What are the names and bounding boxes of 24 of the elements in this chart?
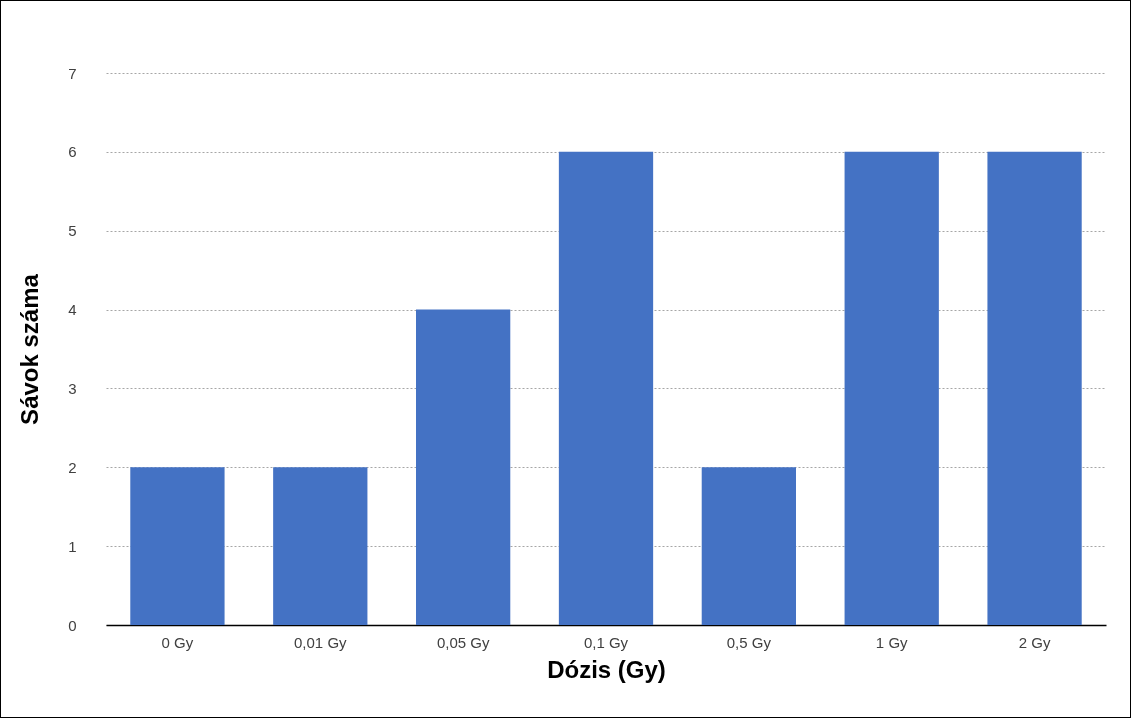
y-tick-label: 1: [68, 537, 77, 555]
x-tick-label: 0,05 Gy: [436, 633, 490, 651]
bar: [844, 151, 939, 625]
x-tick-label: 0,5 Gy: [726, 633, 772, 651]
y-tick-label: 0: [68, 616, 77, 634]
bar: [701, 467, 796, 625]
x-tick-label: 1 Gy: [875, 633, 909, 651]
x-tick-label: 0,01 Gy: [294, 633, 348, 651]
y-tick-label: 3: [68, 379, 77, 397]
x-tick-label: 0 Gy: [161, 633, 194, 651]
bar: [130, 467, 225, 625]
bar: [558, 151, 654, 625]
x-axis-title: Dózis (Gy): [547, 655, 666, 683]
y-axis-title: Sávok száma: [16, 273, 44, 425]
y-tick-label: 4: [68, 301, 77, 319]
y-tick-label: 5: [68, 222, 77, 240]
bar: [416, 309, 511, 625]
y-tick-label: 2: [68, 458, 77, 476]
y-tick-label: 7: [68, 64, 77, 82]
bar: [273, 467, 368, 625]
bar: [987, 151, 1082, 625]
x-tick-label: 0,1 Gy: [583, 633, 629, 651]
y-tick-label: 6: [68, 143, 77, 161]
x-tick-label: 2 Gy: [1018, 633, 1051, 651]
